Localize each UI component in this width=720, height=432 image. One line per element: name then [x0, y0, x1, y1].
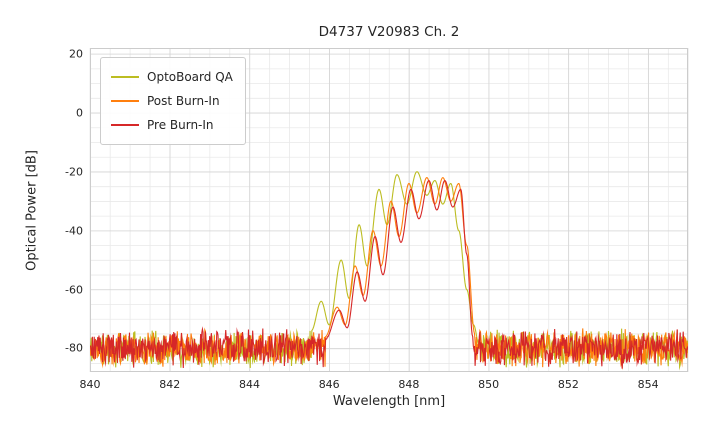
- legend-item: Pre Burn-In: [111, 113, 233, 137]
- x-axis-label: Wavelength [nm]: [332, 394, 446, 409]
- legend-label: OptoBoard QA: [147, 70, 233, 84]
- y-tick-label: -20: [65, 165, 83, 179]
- chart-title: D4737 V20983 Ch. 2: [318, 24, 460, 40]
- x-tick-label: 840: [79, 378, 101, 391]
- x-tick-label: 846: [318, 378, 340, 391]
- x-tick-label: 850: [478, 378, 500, 391]
- legend-line-swatch: [111, 76, 139, 78]
- y-axis-label: Optical Power [dB]: [24, 150, 40, 271]
- legend-item: Post Burn-In: [111, 89, 233, 113]
- x-tick-label: 854: [637, 378, 659, 391]
- y-tick-label: -60: [65, 283, 83, 297]
- legend-line-swatch: [111, 100, 139, 102]
- y-tick-label: 0: [76, 106, 83, 120]
- legend-item: OptoBoard QA: [111, 65, 233, 89]
- y-tick-label: 20: [69, 47, 83, 61]
- y-tick-label: -40: [65, 224, 83, 238]
- legend-label: Pre Burn-In: [147, 118, 214, 132]
- x-tick-label: 848: [398, 378, 420, 391]
- legend-label: Post Burn-In: [147, 94, 220, 108]
- y-tick-label: -80: [65, 341, 83, 355]
- legend: OptoBoard QA Post Burn-In Pre Burn-In: [100, 57, 246, 145]
- x-tick-label: 844: [238, 378, 260, 391]
- x-tick-label: 842: [159, 378, 181, 391]
- legend-line-swatch: [111, 124, 139, 126]
- x-tick-label: 852: [557, 378, 579, 391]
